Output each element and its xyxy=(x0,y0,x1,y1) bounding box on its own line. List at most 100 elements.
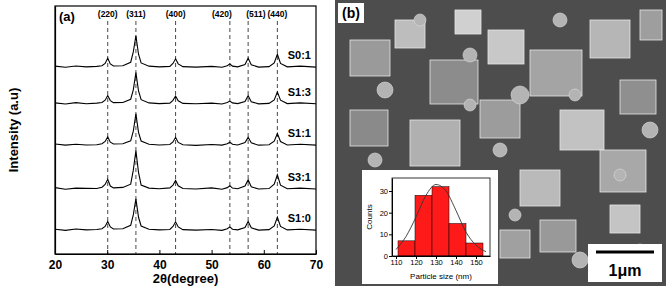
x-tick: 130 xyxy=(430,256,443,267)
x-tick: 50 xyxy=(205,250,219,272)
y-tick-mark xyxy=(389,191,392,192)
x-tick: 110 xyxy=(391,256,403,267)
y-axis-line xyxy=(55,7,56,255)
sem-particle xyxy=(430,60,478,104)
sem-particle xyxy=(368,153,382,167)
x-tick: 140 xyxy=(450,256,463,267)
histogram-bar xyxy=(466,243,483,256)
sem-particle xyxy=(410,120,460,166)
scale-bar-box xyxy=(588,244,662,282)
inset-background xyxy=(362,170,498,284)
panel-label: (a) xyxy=(59,9,75,24)
xrd-line xyxy=(55,36,316,67)
xrd-line xyxy=(55,73,316,104)
y-tick: 0 xyxy=(384,252,392,261)
sem-particle xyxy=(377,82,393,98)
sem-particle xyxy=(480,100,520,138)
sem-particle xyxy=(569,89,581,101)
plot-frame xyxy=(392,178,490,256)
sem-particle xyxy=(610,205,640,233)
panel-label: (b) xyxy=(342,5,360,21)
x-axis: 110 120 130 140 150 xyxy=(391,256,491,267)
sem-particle xyxy=(414,14,426,26)
x-tick-mark xyxy=(107,250,108,254)
y-tick: 30 xyxy=(380,187,392,196)
y-tick-mark xyxy=(389,256,392,257)
x-tick-label: 130 xyxy=(430,258,443,267)
peak-guide xyxy=(135,21,136,254)
sem-particle xyxy=(511,86,529,104)
x-tick: 120 xyxy=(410,256,423,267)
y-tick-label: 20 xyxy=(380,209,388,218)
scale-bar xyxy=(596,251,654,254)
x-tick: 60 xyxy=(258,250,272,272)
sem-particle xyxy=(520,170,560,206)
sem-particle xyxy=(455,10,481,34)
peak-label: (311) xyxy=(126,9,146,19)
y-tick-label: 0 xyxy=(384,252,388,261)
sem-particle xyxy=(560,110,604,150)
y-tick: 10 xyxy=(380,230,392,239)
y-axis xyxy=(55,7,56,255)
plot-area xyxy=(55,21,316,254)
x-axis-title: 2θ(degree) xyxy=(153,271,219,286)
y-tick-label: 30 xyxy=(380,187,388,196)
sem-particle xyxy=(488,30,524,64)
figure: 20 30 40 50 60 70 2θ(degree) Intensity (a.u) (a)… xyxy=(0,0,666,286)
histogram-bar xyxy=(432,187,449,256)
xrd-line xyxy=(55,151,316,190)
x-tick: 30 xyxy=(101,250,115,272)
inset-histogram: 110 120 130 140 150 0 10 20 30 Particle size (nm)… xyxy=(362,170,498,284)
x-tick-label: 120 xyxy=(410,258,423,267)
xrd-line xyxy=(55,199,316,230)
x-axis-title: Particle size (nm) xyxy=(410,272,472,281)
histogram-bar xyxy=(449,224,466,257)
sem-particle xyxy=(600,150,646,192)
x-tick-label: 150 xyxy=(470,258,483,267)
y-axis: 0 10 20 30 xyxy=(380,179,393,261)
x-axis: 20 30 40 50 60 70 xyxy=(49,250,324,272)
x-tick-label: 110 xyxy=(391,258,403,267)
y-tick-mark xyxy=(389,213,392,214)
sem-particle xyxy=(620,80,656,114)
x-tick-label: 40 xyxy=(153,258,167,272)
x-tick-label: 20 xyxy=(49,258,63,272)
peak-label: (400) xyxy=(166,9,186,19)
x-tick-label: 50 xyxy=(205,258,219,272)
y-tick: 20 xyxy=(380,209,392,218)
series-label: S3:1 xyxy=(288,171,311,183)
x-axis-line xyxy=(56,254,317,255)
peak-label: (511) xyxy=(246,9,266,19)
series-label: S1:1 xyxy=(288,127,311,139)
fit-curve xyxy=(396,185,486,252)
x-tick-mark xyxy=(159,250,160,254)
x-tick: 40 xyxy=(153,250,167,272)
sem-particle xyxy=(350,40,390,76)
sem-particle xyxy=(553,13,567,27)
x-tick-mark xyxy=(316,250,317,254)
x-tick-mark xyxy=(264,250,265,254)
y-axis-title: Counts xyxy=(365,204,374,229)
panel-b: (b) 1μm xyxy=(335,0,666,286)
sem-particle xyxy=(572,252,588,268)
sem-particle xyxy=(464,99,476,111)
sem-particle xyxy=(640,10,662,40)
series-label: S1:0 xyxy=(288,212,311,224)
scale-bar-label: 1μm xyxy=(609,262,642,279)
x-tick: 150 xyxy=(470,256,483,267)
x-tick: 70 xyxy=(310,250,324,272)
histogram-bar xyxy=(398,241,415,256)
peak-label: (220) xyxy=(98,9,118,19)
x-axis-line xyxy=(393,256,491,257)
series-label: S1:3 xyxy=(288,86,311,98)
panel-a: 20 30 40 50 60 70 2θ(degree) Intensity (a.u) (a)… xyxy=(6,6,323,286)
sem-background xyxy=(335,0,666,286)
y-axis-title: Intensity (a.u) xyxy=(6,88,21,173)
x-tick-label: 140 xyxy=(450,258,463,267)
y-tick-label: 10 xyxy=(380,230,388,239)
sem-particle xyxy=(642,122,658,138)
sem-particle xyxy=(500,230,530,258)
plot-area xyxy=(396,185,486,257)
x-tick-label: 30 xyxy=(101,258,115,272)
sem-particle xyxy=(350,110,388,146)
